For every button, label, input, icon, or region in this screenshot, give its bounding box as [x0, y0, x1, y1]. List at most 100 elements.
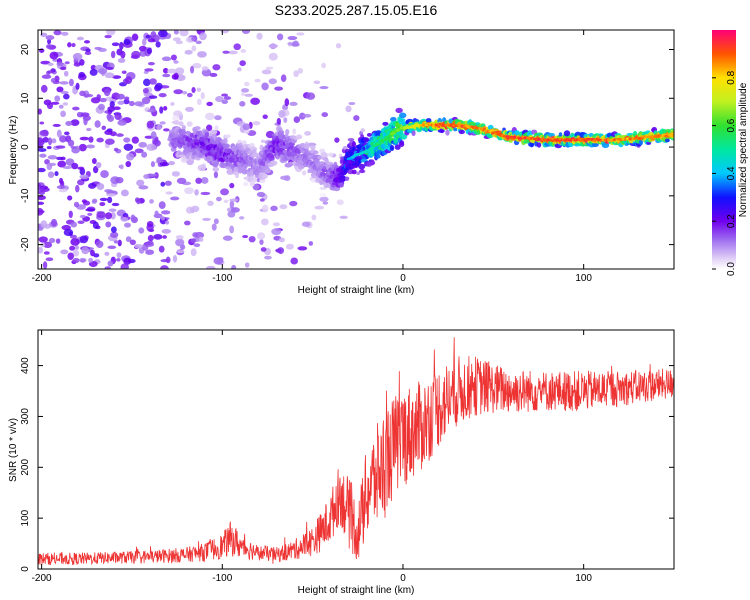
heatmap-cell [214, 125, 219, 131]
heatmap-cell [240, 92, 245, 96]
heatmap-cell [107, 106, 116, 112]
heatmap-cell [117, 239, 122, 247]
heatmap-cell [108, 208, 117, 212]
heatmap-cell [353, 115, 360, 121]
heatmap-cell [73, 201, 80, 208]
heatmap-cell [45, 44, 53, 49]
heatmap-cell [145, 249, 155, 255]
heatmap-cell [256, 191, 266, 198]
heatmap-cell [111, 42, 120, 47]
heatmap-cell [277, 130, 285, 135]
snr-x-tick-label: 100 [575, 573, 592, 584]
heatmap-cell [63, 93, 70, 100]
heatmap-cell [160, 265, 169, 269]
heatmap-cell [264, 168, 271, 174]
heatmap-cell [136, 179, 145, 187]
heatmap-cell [50, 78, 56, 83]
heatmap-cell [81, 246, 90, 255]
heatmap-cell [46, 162, 53, 171]
snr-y-tick-label: 400 [20, 357, 31, 374]
heatmap-cell [173, 30, 179, 35]
heatmap-cell [86, 127, 92, 132]
heatmap-cell [395, 107, 403, 114]
heatmap-cell [123, 38, 131, 45]
heatmap-cell [201, 176, 209, 184]
heatmap-cell [646, 141, 652, 145]
heatmap-cell [249, 180, 255, 187]
heatmap-cell [142, 87, 149, 94]
heatmap-cell [297, 135, 302, 140]
heatmap-cell [351, 141, 356, 148]
heatmap-cell [163, 128, 170, 132]
heatmap-cell [213, 171, 219, 179]
heatmap-cell [38, 108, 42, 115]
heatmap-cell [215, 96, 224, 103]
heatmap-cell [390, 117, 397, 122]
heatmap-cell [113, 147, 119, 152]
heatmap-cell [229, 225, 235, 234]
heatmap-cell [179, 30, 189, 37]
heatmap-cell [271, 228, 282, 236]
heatmap-cell [233, 43, 241, 51]
heatmap-cell [184, 220, 191, 226]
heatmap-cell [200, 191, 211, 196]
heatmap-cell [339, 182, 344, 188]
heatmap-cell [229, 198, 239, 202]
heatmap-cell [148, 173, 157, 177]
heatmap-cell [110, 226, 117, 233]
heatmap-cell [74, 245, 80, 250]
heatmap-cell [445, 129, 450, 136]
heatmap-cell [182, 90, 188, 95]
heatmap-cell [206, 265, 216, 269]
heatmap-cell [206, 101, 213, 107]
heatmap-cell [175, 235, 184, 240]
heatmap-cell [339, 176, 345, 183]
heatmap-cell [161, 228, 171, 234]
heatmap-cell [243, 181, 249, 187]
heatmap-cell [99, 201, 106, 207]
heatmap-cell [172, 115, 180, 121]
spectrogram-x-label: Height of straight line (km) [298, 285, 415, 296]
heatmap-cell [268, 78, 277, 85]
heatmap-cell [79, 174, 89, 180]
heatmap-cell [241, 30, 251, 34]
heatmap-cell [144, 242, 155, 247]
heatmap-cell [321, 112, 329, 118]
heatmap-cell [262, 114, 268, 120]
heatmap-cell [81, 199, 87, 204]
figure-title: S233.2025.287.15.05.E16 [275, 2, 438, 18]
heatmap-cell [175, 40, 183, 45]
heatmap-cell [221, 93, 228, 97]
heatmap-cell [105, 221, 112, 228]
heatmap-cell [184, 49, 193, 55]
heatmap-cell [67, 195, 73, 201]
colorbar-tick-label: 0.0 [726, 262, 737, 276]
heatmap-cell [536, 142, 542, 148]
heatmap-cell [88, 182, 97, 189]
heatmap-cell [389, 145, 395, 152]
heatmap-cell [125, 161, 132, 168]
heatmap-cell [79, 136, 90, 141]
heatmap-cell [285, 129, 290, 135]
heatmap-cell [212, 166, 220, 172]
heatmap-cell [75, 82, 80, 90]
heatmap-cell [190, 248, 197, 257]
spectrogram-x-tick-label: 100 [575, 273, 592, 284]
spectrogram-x-tick-label: -100 [212, 273, 232, 284]
heatmap-cell [121, 189, 129, 197]
colorbar-tick-label: 0.4 [726, 166, 737, 180]
heatmap-cell [228, 50, 238, 55]
heatmap-cell [222, 50, 230, 54]
heatmap-cell [116, 93, 125, 100]
heatmap-cell [344, 176, 350, 181]
heatmap-cell [56, 129, 62, 138]
heatmap-cell [96, 183, 105, 191]
heatmap-cell [160, 258, 170, 263]
heatmap-cell [78, 71, 86, 78]
heatmap-cell [211, 223, 217, 231]
heatmap-cell [60, 110, 67, 118]
heatmap-cell [321, 62, 327, 69]
heatmap-cell [112, 75, 122, 79]
heatmap-cell [76, 36, 85, 41]
heatmap-cell [214, 115, 222, 121]
